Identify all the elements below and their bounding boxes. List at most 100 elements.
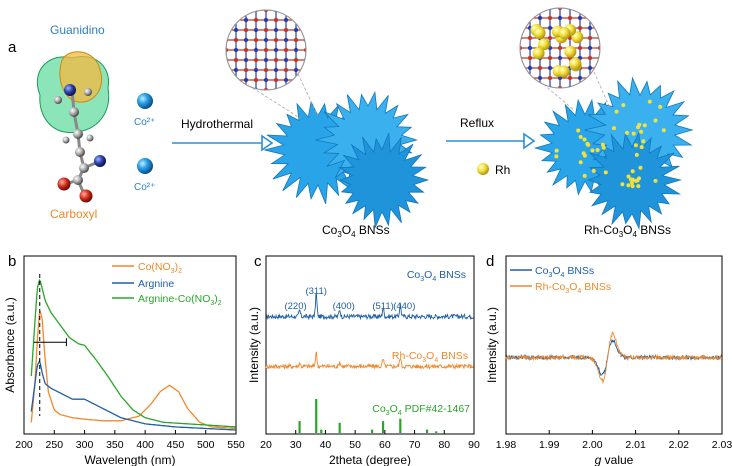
- legend-entry-co-no3: Co(NO3)2: [138, 261, 182, 275]
- rh-nanoparticle: [641, 139, 646, 144]
- rh-nanoparticle: [639, 145, 644, 150]
- rh-nanoparticle: [576, 128, 581, 133]
- rh-nanoparticle: [591, 168, 596, 173]
- rh-nanoparticle: [614, 109, 619, 114]
- peak-label: (220): [284, 301, 306, 312]
- panel-letter-d: d: [486, 253, 494, 270]
- rh-atom: [558, 65, 570, 78]
- panel-d-epr-chart: d 1.98 1.99 2.00 2.01 2.02 2.03 g value Inten…: [485, 253, 732, 466]
- h-atom: [86, 134, 94, 142]
- legend: Co3O4 BNSs Rh-Co3O4 BNSs: [510, 265, 611, 295]
- x-tick-label: 40: [320, 439, 332, 451]
- rh-nanoparticle: [603, 170, 608, 175]
- rh-nanoparticle: [586, 142, 591, 147]
- x-axis-ticks: 20 30 40 50 60 70 80 90: [260, 430, 480, 451]
- rh-atom: [538, 38, 551, 51]
- peak-label: (311): [305, 286, 326, 297]
- rh-nanoparticle: [620, 182, 625, 187]
- co-ion-label-2: Co²⁺: [134, 182, 155, 193]
- rh-nanoparticle: [578, 160, 583, 165]
- x-tick-label: 30: [290, 439, 302, 451]
- rh-nanoparticle: [554, 154, 559, 159]
- series-label-rh-co3o4: Rh-Co3O4 BNSs: [392, 350, 468, 364]
- amine-n-atom: [94, 155, 106, 167]
- peak-label: (400): [333, 301, 355, 312]
- x-tick-label: 550: [227, 439, 245, 451]
- co-ion-sphere: [137, 158, 153, 174]
- legend-entry-rh-co3o4: Rh-Co3O4 BNSs: [535, 281, 611, 295]
- x-axis-label: g value: [595, 453, 634, 466]
- x-tick-label: 90: [468, 439, 480, 451]
- rh-nanoparticle: [578, 135, 583, 139]
- reflux-label: Reflux: [460, 116, 494, 130]
- rh-nanoparticle: [601, 145, 606, 150]
- x-axis-ticks: 200 250 300 350 400 450 500 550: [15, 430, 245, 451]
- co3o4-crystal-structure-inset: [225, 9, 307, 91]
- rh-nanoparticle: [581, 151, 586, 156]
- rh-atom: [571, 31, 584, 44]
- arginine-molecule-illustration: [36, 51, 110, 203]
- x-tick-label: 1.98: [496, 439, 517, 451]
- rh-nanoparticle: [630, 169, 635, 174]
- x-tick-label: 2.00: [582, 439, 603, 451]
- rh-nanoparticle: [647, 99, 652, 104]
- h-atom: [54, 96, 62, 104]
- x-tick-label: 50: [349, 439, 361, 451]
- rh-nanoparticle: [630, 184, 635, 189]
- epr-spectrum-1: [505, 331, 723, 385]
- c-atom: [69, 107, 79, 117]
- rh-nanoparticle: [554, 148, 559, 153]
- rh-nanoparticle: [582, 137, 587, 142]
- rh-co3o4-bnss-illustration: [533, 76, 694, 230]
- rh-nanoparticle: [590, 148, 595, 153]
- zoom-leader-line: [535, 77, 575, 111]
- rh-nanoparticle: [653, 178, 658, 183]
- series-line-2: [30, 278, 236, 428]
- rh-nanoparticle: [628, 177, 633, 182]
- x-tick-label: 350: [106, 439, 124, 451]
- legend-entry-argnine-co-no3: Argnine-Co(NO3)2: [138, 293, 222, 307]
- rh-nanoparticle: [595, 148, 600, 152]
- panel-letter-b: b: [8, 253, 16, 270]
- co3o4-bnss-illustration: [264, 90, 430, 228]
- rh-atom: [558, 27, 571, 40]
- series-line-1: [30, 359, 236, 431]
- x-tick-label: 500: [197, 439, 215, 451]
- x-tick-label: 2.03: [712, 439, 732, 451]
- peak-label: (511): [372, 301, 393, 312]
- co3o4-bnss-label: Co3O4 BNSs: [322, 223, 390, 239]
- rh-nanoparticle: [629, 180, 634, 185]
- x-tick-label: 1.99: [539, 439, 560, 451]
- rh-nanoparticle: [642, 123, 647, 128]
- rh-nanoparticle: [658, 104, 663, 109]
- x-tick-label: 250: [46, 439, 64, 451]
- x-tick-label: 400: [136, 439, 154, 451]
- rh-nanoparticle: [582, 173, 587, 178]
- panel-c-xrd-chart: c 20 30 40 50 60 70 80 90 2theta (degree) Inten…: [247, 253, 480, 466]
- hydrothermal-label: Hydrothermal: [181, 117, 253, 131]
- xrd-pattern-0: [265, 294, 474, 321]
- y-axis-label: Absorbance (a.u.): [3, 297, 17, 392]
- c-atom: [79, 163, 89, 173]
- legend-entry-argnine: Argnine: [138, 278, 174, 290]
- legend-entry-co3o4: Co3O4 BNSs: [535, 265, 594, 279]
- y-axis-label: Intensity (a.u.): [247, 307, 261, 383]
- guanidino-n-atom: [64, 84, 76, 96]
- carboxyl-label: Carboxyl: [50, 207, 97, 221]
- plot-frame: [23, 255, 237, 435]
- panel-letter-a: a: [8, 39, 17, 56]
- rh-nanoparticle: [635, 178, 640, 183]
- rh-nanoparticle: [631, 131, 636, 136]
- x-tick-label: 450: [167, 439, 185, 451]
- reflux-arrow: [446, 132, 536, 150]
- c-atom: [75, 147, 85, 157]
- x-tick-label: 80: [438, 439, 450, 451]
- rh-co3o4-bnss-label: Rh-Co3O4 BNSs: [584, 223, 671, 239]
- rh-atom: [532, 47, 545, 60]
- zoom-leader-line: [593, 71, 611, 109]
- x-axis-label: 2theta (degree): [329, 453, 411, 466]
- rh-nanoparticle: [661, 128, 666, 133]
- rh-nanoparticle: [626, 183, 631, 188]
- x-axis-ticks: 1.98 1.99 2.00 2.01 2.02 2.03: [496, 430, 732, 451]
- o-atom: [79, 189, 93, 203]
